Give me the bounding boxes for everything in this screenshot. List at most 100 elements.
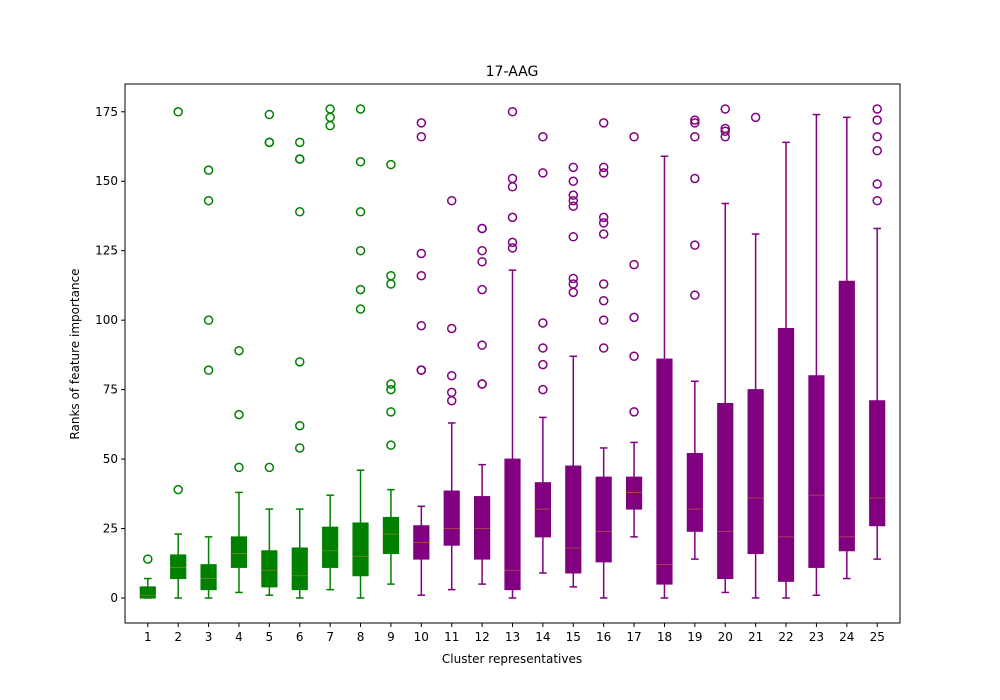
outlier-point <box>416 365 427 375</box>
x-tick-label: 15 <box>566 630 581 644</box>
x-tick-label: 24 <box>839 630 854 644</box>
outlier-point <box>720 123 730 134</box>
outlier-point <box>690 240 700 250</box>
outlier-point <box>203 315 214 325</box>
outlier-point <box>568 232 579 242</box>
box-7 <box>322 104 339 591</box>
outlier-point <box>446 370 457 381</box>
box-body <box>382 516 400 555</box>
outlier-point <box>325 112 335 123</box>
x-tick-label: 13 <box>505 630 520 644</box>
outlier-point <box>629 351 639 362</box>
x-axis-label: Cluster representatives <box>442 652 582 666</box>
outlier-point <box>234 345 244 356</box>
box-body <box>534 482 551 538</box>
outlier-point <box>538 359 548 370</box>
outlier-point <box>568 176 579 186</box>
outlier-point <box>720 104 730 114</box>
outlier-point <box>295 420 305 431</box>
outlier-point <box>173 484 183 495</box>
x-tick-label: 16 <box>596 630 611 644</box>
x-tick-label: 6 <box>296 630 304 644</box>
box-15 <box>565 162 582 588</box>
x-tick-label: 12 <box>474 630 489 644</box>
outlier-point <box>538 168 548 178</box>
box-21 <box>747 112 764 599</box>
outlier-point <box>872 195 882 206</box>
box-body <box>747 389 764 555</box>
outlier-point <box>416 132 427 142</box>
outlier-point <box>386 279 396 289</box>
outlier-point <box>629 259 639 270</box>
outlier-point <box>416 270 427 281</box>
x-tick-label: 3 <box>205 630 213 644</box>
outlier-point <box>325 120 335 131</box>
outlier-point <box>598 168 609 178</box>
box-3 <box>200 165 217 599</box>
outlier-point <box>295 357 305 367</box>
plot-frame <box>124 83 901 624</box>
box-10 <box>413 118 430 596</box>
outlier-point <box>355 207 366 217</box>
box-body <box>322 526 339 568</box>
outlier-point <box>598 279 609 289</box>
outlier-point <box>264 109 275 120</box>
outlier-point <box>477 284 487 295</box>
outlier-point <box>568 162 579 173</box>
outlier-point <box>295 207 305 217</box>
box-6 <box>291 137 308 599</box>
outlier-point <box>507 182 518 192</box>
y-tick-label: 150 <box>95 174 118 188</box>
x-tick-label: 1 <box>144 630 152 644</box>
box-25 <box>869 104 886 560</box>
x-tick-label: 20 <box>718 630 733 644</box>
outlier-point <box>386 440 396 450</box>
box-23 <box>808 113 825 596</box>
outlier-point <box>568 201 579 211</box>
x-tick-label: 2 <box>174 630 182 644</box>
outlier-point <box>872 132 882 142</box>
x-tick-label: 19 <box>687 630 702 644</box>
box-1 <box>139 554 156 599</box>
outlier-point <box>598 118 609 128</box>
x-tick-label: 9 <box>387 630 395 644</box>
outlier-point <box>598 229 609 239</box>
box-4 <box>230 345 248 594</box>
outlier-point <box>355 245 366 256</box>
outlier-point <box>264 462 275 473</box>
outlier-point <box>568 279 579 289</box>
x-tick-label: 21 <box>748 630 763 644</box>
box-16 <box>595 118 612 599</box>
outlier-point <box>477 245 487 256</box>
outlier-point <box>598 162 609 173</box>
box-14 <box>534 132 551 574</box>
outlier-point <box>507 107 518 117</box>
box-body <box>656 358 673 585</box>
outlier-point <box>629 407 639 417</box>
outlier-point <box>234 409 244 420</box>
outlier-point <box>477 223 487 234</box>
x-axis: 1 2 3 4 5 6 7 8 9 10 11 12 13 14 15 16 17 18 19 20 21 22 23 24 2… <box>144 623 885 644</box>
outlier-point <box>446 387 457 398</box>
outlier-point <box>203 195 214 206</box>
x-tick-label: 11 <box>444 630 459 644</box>
outlier-point <box>416 320 427 331</box>
x-tick-label: 5 <box>266 630 274 644</box>
outlier-point <box>538 384 548 395</box>
outlier-point <box>690 132 700 142</box>
outlier-point <box>386 270 396 281</box>
box-body <box>565 465 582 574</box>
y-tick-label: 75 <box>103 383 118 397</box>
y-tick-label: 100 <box>95 313 118 327</box>
outlier-point <box>872 145 882 156</box>
outlier-point <box>598 295 609 306</box>
outlier-point <box>568 287 579 298</box>
outlier-point <box>386 159 396 170</box>
y-tick-label: 175 <box>95 105 118 119</box>
box-body <box>625 476 643 510</box>
outlier-point <box>477 379 487 389</box>
box-body <box>504 458 521 591</box>
box-24 <box>838 116 855 580</box>
outlier-point <box>507 173 518 184</box>
box-17 <box>625 132 643 538</box>
